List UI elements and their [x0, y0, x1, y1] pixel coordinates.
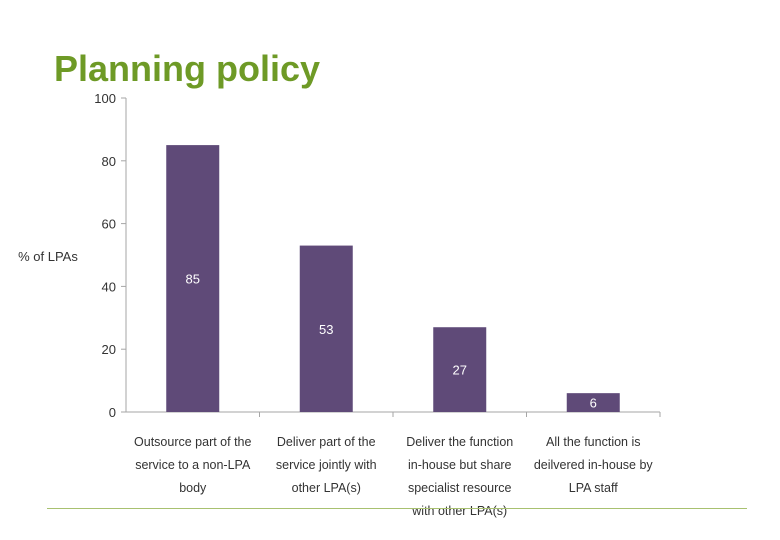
- y-tick-label: 0: [109, 405, 116, 420]
- x-tick-label-line: service to a non-LPA: [135, 458, 251, 472]
- y-tick-label: 100: [94, 91, 116, 106]
- x-tick-label-line: All the function is: [546, 435, 641, 449]
- x-tick-label: Deliver the function in-house but share sp…: [406, 435, 513, 518]
- y-tick-label: 80: [102, 154, 116, 169]
- slide-title: Planning policy: [54, 48, 321, 89]
- x-axis-ticks: Outsource part of the service to a non-LP…: [134, 412, 661, 518]
- y-axis-ticks: 0 20 40 60 80 100: [94, 91, 126, 420]
- bar: [299, 245, 353, 412]
- x-tick-label-line: specialist resource: [408, 481, 512, 495]
- x-tick-label: Deliver part of the service jointly with o…: [276, 435, 377, 495]
- bar-data-label: 53: [319, 322, 333, 337]
- y-axis-label: % of LPAs: [18, 249, 78, 264]
- y-tick-label: 20: [102, 342, 116, 357]
- x-tick-label-line: Deliver the function: [406, 435, 513, 449]
- bar-data-label: 27: [453, 363, 467, 378]
- y-tick-label: 60: [102, 217, 116, 232]
- bar: [166, 145, 220, 412]
- x-tick-label-line: LPA staff: [569, 481, 618, 495]
- x-tick-label-line: in-house but share: [408, 458, 512, 472]
- footer-rule: [47, 508, 747, 509]
- x-tick-label-line: service jointly with: [276, 458, 377, 472]
- bar: [566, 393, 620, 412]
- bar-data-label: 85: [186, 272, 200, 287]
- x-tick-label-line: Outsource part of the: [134, 435, 251, 449]
- x-tick-label: All the function is deilvered in-house by…: [534, 435, 654, 495]
- x-tick-label-line: Deliver part of the: [277, 435, 376, 449]
- x-tick-label: Outsource part of the service to a non-LP…: [134, 435, 251, 495]
- x-tick-label-line: body: [179, 481, 207, 495]
- x-tick-label-line: deilvered in-house by: [534, 458, 654, 472]
- bar: [433, 327, 487, 412]
- bar-data-label: 6: [590, 396, 597, 411]
- x-tick-label-line: with other LPA(s): [411, 504, 507, 518]
- y-tick-label: 40: [102, 279, 116, 294]
- x-tick-label-line: other LPA(s): [292, 481, 361, 495]
- bars: 85 53 27 6: [166, 145, 620, 412]
